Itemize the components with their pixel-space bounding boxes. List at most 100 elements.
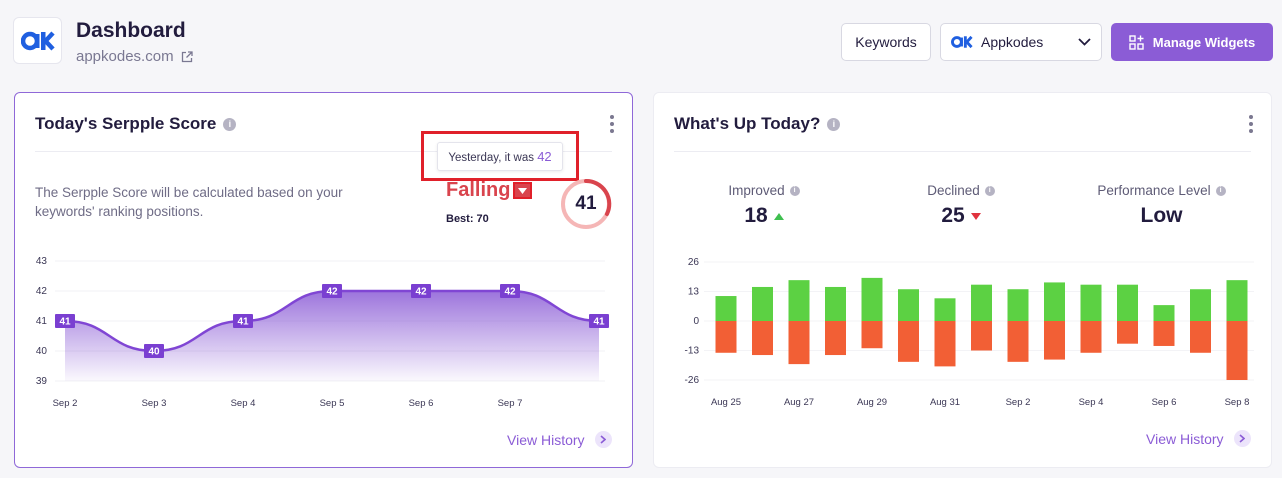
declined-bar	[1190, 321, 1211, 353]
x-tick-label: Sep 7	[498, 398, 523, 409]
data-point-badge	[322, 284, 342, 298]
data-label: 42	[326, 287, 338, 298]
declined-bar	[934, 321, 956, 367]
y-tick-label: 40	[36, 346, 48, 357]
best-score: Best: 70	[446, 213, 489, 225]
info-icon[interactable]: i	[223, 117, 237, 131]
improved-bar	[1044, 282, 1065, 321]
declined-value: 25	[941, 204, 965, 227]
project-select-label: Appkodes	[981, 34, 1044, 50]
improved-bar	[788, 280, 810, 321]
y-tick-label: -26	[685, 375, 700, 386]
whatsup-view-history-link[interactable]: View History	[1146, 430, 1251, 447]
data-point-badge	[411, 284, 431, 298]
declined-bar	[1117, 321, 1138, 344]
y-tick-label: 42	[36, 286, 48, 297]
improved-bar	[1190, 289, 1211, 321]
improved-bar	[1153, 305, 1175, 321]
arrow-up-icon	[773, 212, 784, 220]
x-tick-label: Aug 31	[930, 397, 960, 408]
improved-bar	[1117, 284, 1138, 321]
performance-label: Performance Level i	[1084, 183, 1239, 198]
keywords-button[interactable]: Keywords	[841, 23, 931, 61]
serpple-score-title-text: Today's Serpple Score	[35, 114, 217, 133]
more-options-icon[interactable]	[1249, 115, 1253, 133]
performance-value: Low	[1140, 204, 1183, 227]
declined-bar	[1080, 321, 1102, 353]
serpple-view-history-link[interactable]: View History	[507, 431, 612, 448]
y-tick-label: 0	[693, 316, 699, 327]
data-point-badge	[500, 284, 520, 298]
improved-stat: Improved i 18	[724, 183, 804, 228]
x-tick-label: Aug 25	[711, 397, 741, 408]
data-point-badge	[144, 344, 164, 358]
declined-bar	[788, 321, 810, 365]
trend-label: Falling	[446, 179, 511, 201]
improved-bar	[934, 298, 956, 321]
improved-bar	[898, 289, 919, 321]
score-area	[65, 291, 599, 381]
project-logo-icon	[951, 35, 973, 49]
app-logo	[13, 17, 62, 64]
data-label: 42	[415, 287, 427, 298]
serpple-view-history-label: View History	[507, 431, 585, 448]
serpple-score-card: Today's Serpple Score i The Serpple Scor…	[14, 92, 633, 468]
serpple-score-chart: 43 42 41 40 39 41 40 41 42 42 42 41 Sep 2 Sep 3 Sep 4 S…	[36, 256, 609, 409]
improved-bar	[752, 286, 773, 321]
appkodes-logo-icon	[20, 30, 55, 51]
x-tick-label: Sep 8	[1225, 397, 1250, 408]
improved-value: 18	[744, 204, 768, 227]
manage-widgets-label: Manage Widgets	[1152, 34, 1256, 50]
more-options-icon[interactable]	[610, 115, 614, 133]
improved-bar	[861, 277, 883, 321]
whats-up-title: What's Up Today? i	[674, 114, 841, 134]
x-tick-label: Sep 2	[53, 398, 78, 409]
improved-bar	[825, 286, 846, 321]
page-title: Dashboard	[76, 19, 186, 42]
info-icon[interactable]: i	[1215, 185, 1226, 196]
whats-up-title-text: What's Up Today?	[674, 114, 821, 133]
declined-bar	[1007, 321, 1029, 362]
arrow-down-icon	[970, 212, 981, 220]
data-point-badge	[55, 314, 75, 328]
improved-bar	[1080, 284, 1102, 321]
improved-label: Improved i	[724, 183, 804, 198]
yesterday-tooltip-highlight: Yesterday, it was 42	[421, 131, 579, 181]
info-icon[interactable]: i	[789, 185, 800, 196]
manage-widgets-button[interactable]: Manage Widgets	[1111, 23, 1273, 61]
whatsup-view-history-label: View History	[1146, 430, 1224, 447]
keywords-button-label: Keywords	[855, 34, 917, 50]
x-tick-label: Aug 29	[857, 397, 887, 408]
info-icon[interactable]: i	[984, 185, 995, 196]
data-label: 41	[593, 317, 605, 328]
x-tick-label: Sep 6	[409, 398, 434, 409]
x-tick-label: Sep 2	[1006, 397, 1031, 408]
declined-label-text: Declined	[927, 183, 980, 198]
performance-stat: Performance Level i Low	[1084, 183, 1239, 228]
divider	[674, 151, 1251, 152]
declined-bar	[861, 321, 883, 349]
declined-bar	[752, 321, 773, 356]
declined-value-row: 25	[916, 204, 1006, 228]
improved-bar	[1226, 280, 1248, 321]
data-point-badge	[233, 314, 253, 328]
data-label: 41	[59, 317, 71, 328]
serpple-description: The Serpple Score will be calculated bas…	[35, 185, 343, 219]
x-tick-label: Sep 3	[142, 398, 167, 409]
chevron-right-icon	[1233, 430, 1251, 447]
serpple-score-title: Today's Serpple Score i	[35, 114, 237, 134]
declined-bar	[715, 321, 737, 353]
whats-up-today-card: What's Up Today? i Improved i 18 Decline…	[653, 92, 1272, 468]
external-link-icon[interactable]	[181, 50, 193, 63]
site-domain: appkodes.com	[76, 48, 174, 65]
y-tick-label: 13	[688, 287, 700, 298]
declined-bar	[1044, 321, 1065, 360]
x-tick-label: Sep 4	[231, 398, 256, 409]
data-label: 41	[237, 317, 249, 328]
trend-down-icon[interactable]	[513, 182, 533, 199]
data-point-badge	[589, 314, 609, 328]
site-link[interactable]: appkodes.com	[76, 48, 193, 65]
info-icon[interactable]: i	[827, 117, 841, 131]
declined-bar	[898, 321, 919, 362]
project-select[interactable]: Appkodes	[940, 23, 1102, 61]
